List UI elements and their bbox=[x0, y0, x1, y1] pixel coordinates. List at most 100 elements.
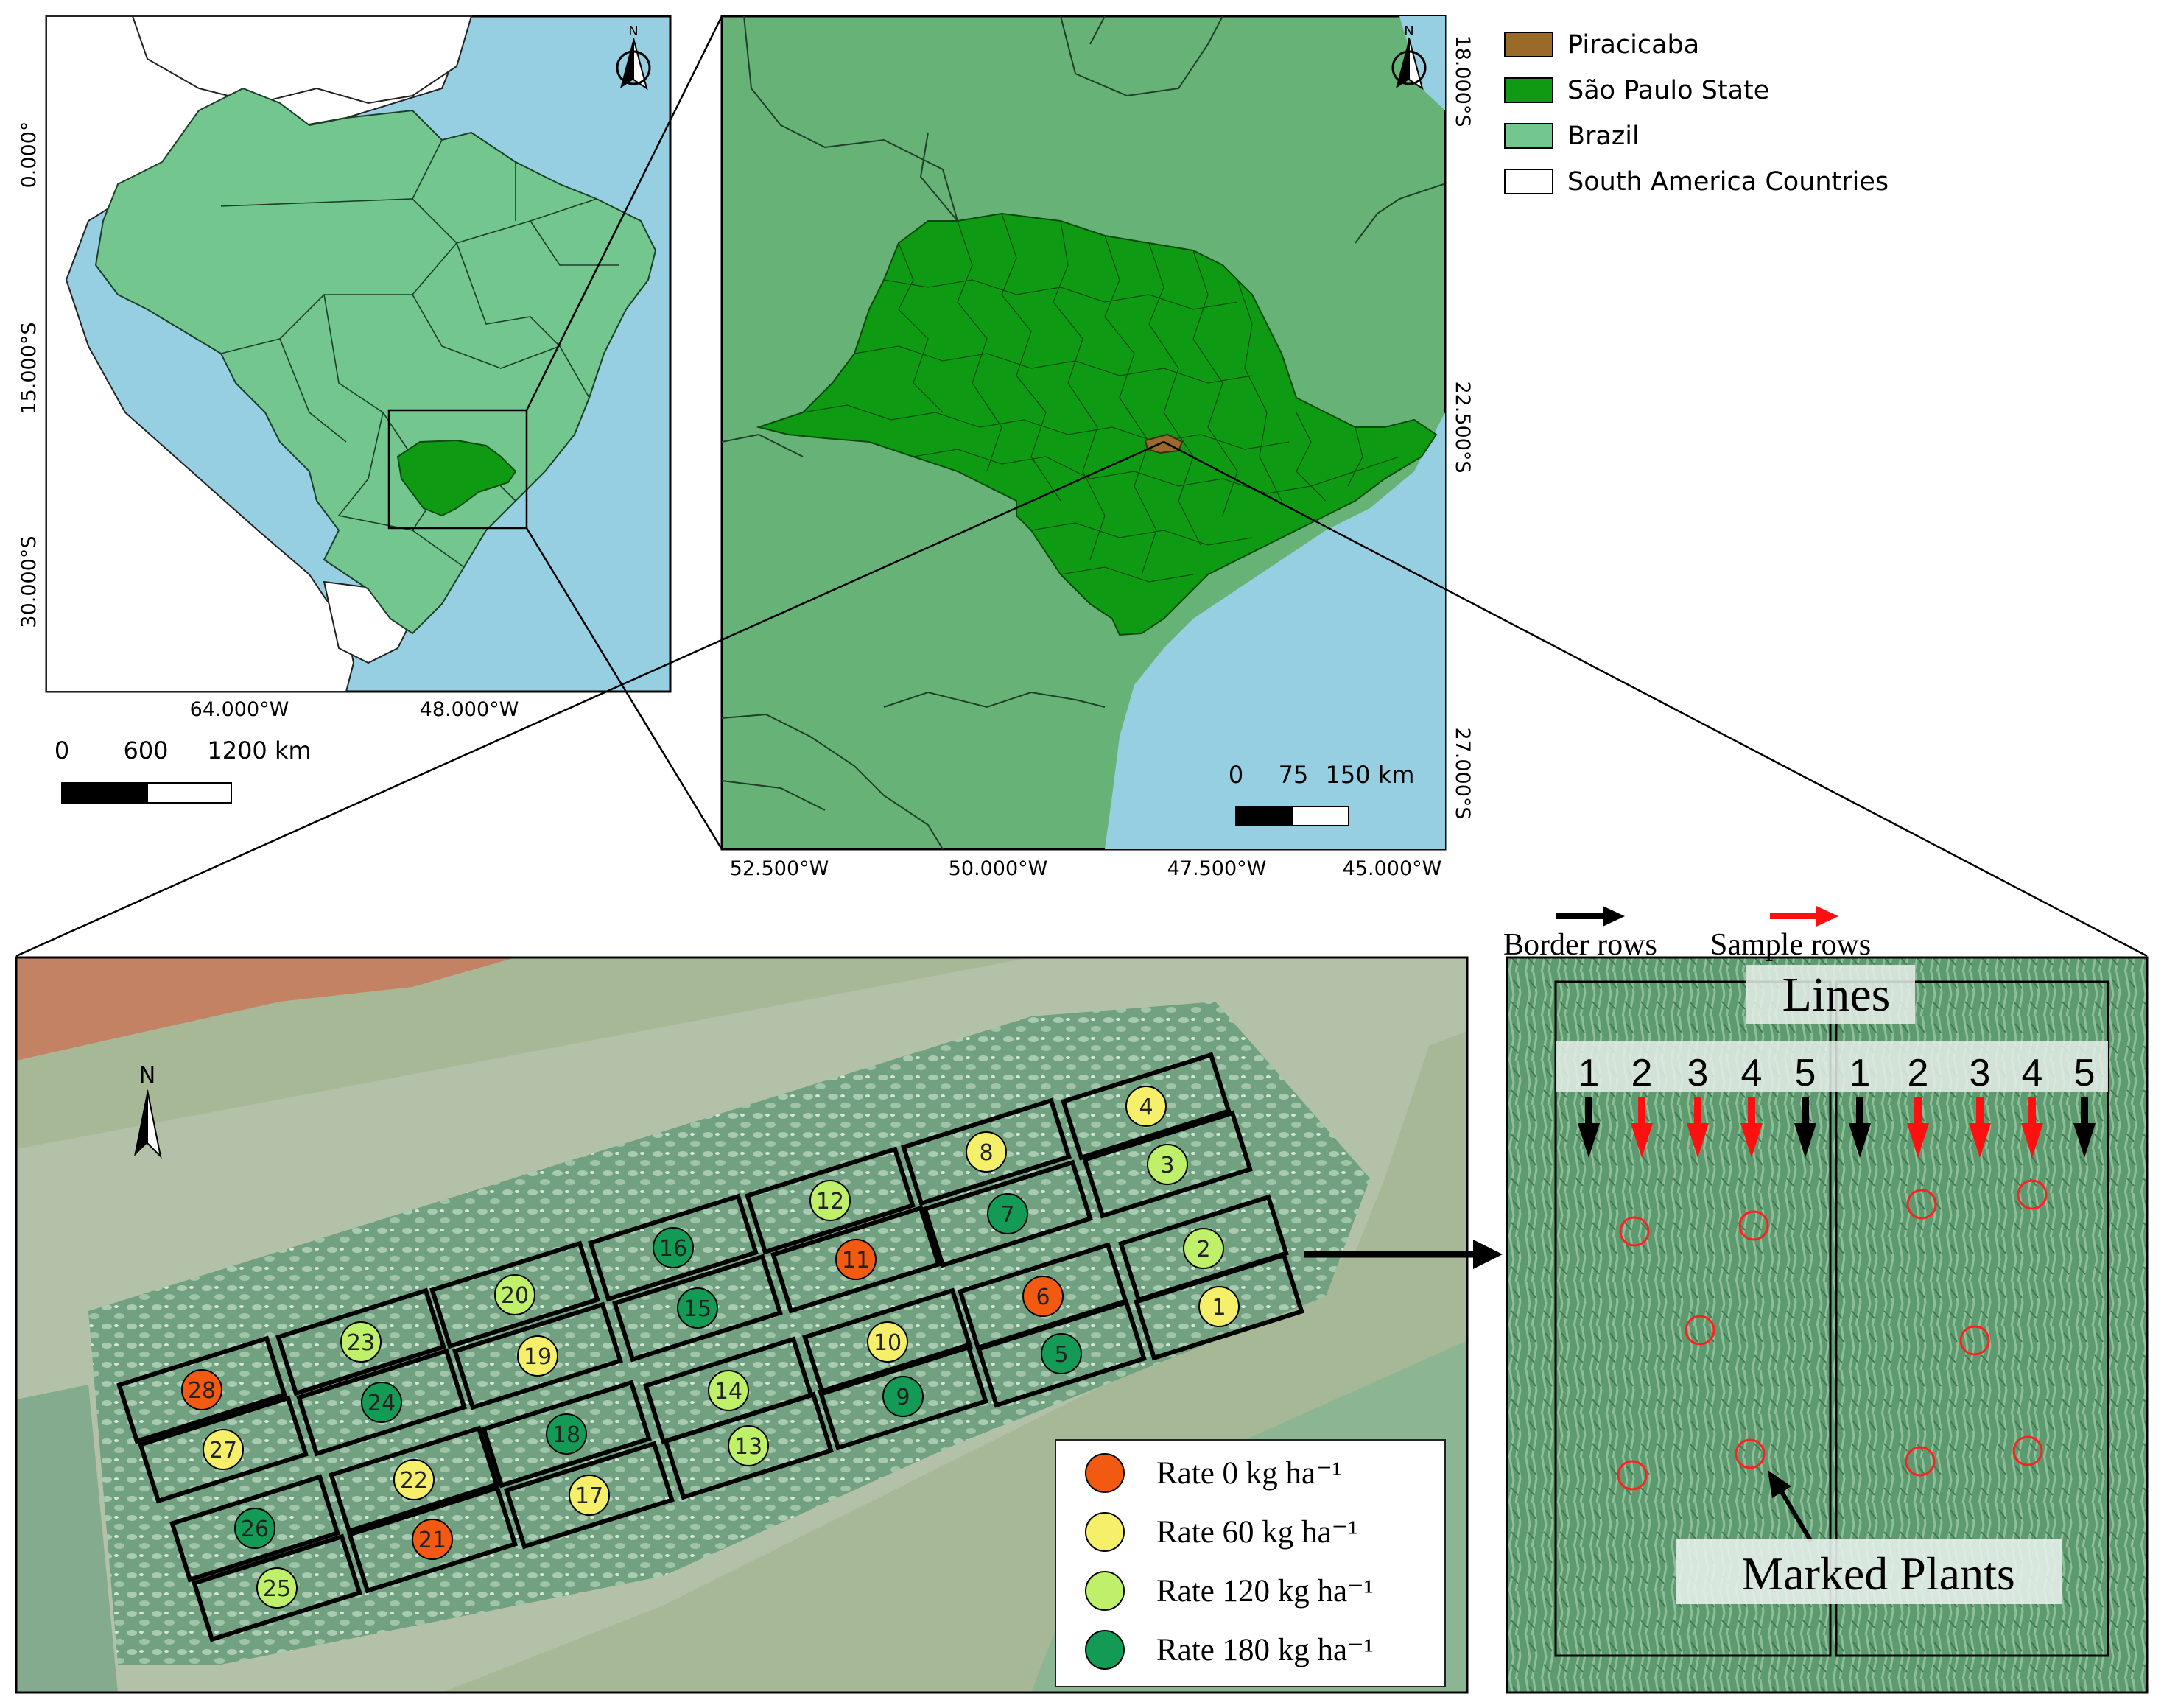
map1-lat-labels: 0.000° 15.000°S 30.000°S bbox=[18, 122, 41, 628]
marked-plant bbox=[2012, 1435, 2043, 1466]
legend-swatch-south-america bbox=[1504, 169, 1553, 194]
map1-scale-label: 600 bbox=[123, 737, 168, 765]
marked-plant bbox=[1735, 1438, 1766, 1469]
map1-scale-label: 0 bbox=[55, 737, 69, 765]
map2-ocean-top bbox=[1399, 16, 1445, 110]
plot-number: 25 bbox=[263, 1576, 291, 1602]
zoom-lines-2 bbox=[15, 440, 2148, 957]
plot-marker bbox=[728, 1425, 769, 1466]
marked-plant bbox=[1617, 1460, 1648, 1491]
map2-lon-label: 47.500°W bbox=[1167, 857, 1267, 880]
line-number: 1 bbox=[1578, 1052, 1600, 1094]
plot-number: 23 bbox=[347, 1330, 375, 1356]
plot-marker bbox=[256, 1567, 298, 1609]
field-plot-outline bbox=[275, 1287, 446, 1396]
field-aerial-photo: N 12345678910111213141516171819202122232… bbox=[15, 956, 1469, 1694]
plot-marker bbox=[1022, 1276, 1064, 1317]
map1-scale-label: 1200 km bbox=[207, 737, 311, 765]
map1-lon-label: 64.000°W bbox=[190, 698, 289, 721]
plot-marker bbox=[203, 1429, 244, 1470]
legend-swatch-brazil bbox=[1504, 123, 1553, 149]
map2-lat-labels: 18.000°S 22.500°S 27.000°S bbox=[1451, 35, 1474, 819]
map2-lat-label: 22.500°S bbox=[1451, 381, 1474, 473]
plot-number: 4 bbox=[1139, 1094, 1153, 1120]
plot-number: 1 bbox=[1212, 1295, 1226, 1321]
line-number: 1 bbox=[1849, 1052, 1871, 1094]
plot-number: 3 bbox=[1160, 1153, 1174, 1178]
map1-lat-label: 0.000° bbox=[18, 122, 41, 189]
marked-plant-circles bbox=[1617, 1179, 2048, 1491]
field-lower-left-crop bbox=[16, 1385, 118, 1693]
map2-north-label: N bbox=[1404, 24, 1413, 39]
field-plot-outline bbox=[452, 1301, 623, 1410]
plot-marker bbox=[181, 1369, 222, 1410]
map1-north-arrow: N bbox=[616, 24, 651, 91]
plot-number: 16 bbox=[659, 1236, 687, 1262]
plot-number: 21 bbox=[418, 1528, 446, 1553]
field-plot-outline bbox=[802, 1287, 973, 1396]
marked-plant bbox=[2017, 1179, 2048, 1210]
field-plot-outline bbox=[329, 1425, 499, 1534]
detail-lines-banner bbox=[1556, 1041, 2108, 1092]
line-number: 2 bbox=[1908, 1052, 1929, 1094]
zoom-lines-1 bbox=[525, 15, 723, 850]
plot-marker bbox=[1041, 1333, 1082, 1374]
map-legend: Piracicaba São Paulo State Brazil South … bbox=[1504, 30, 1889, 197]
map2-lon-label: 45.000°W bbox=[1343, 857, 1442, 880]
plot-number: 19 bbox=[524, 1344, 552, 1370]
line-number: 5 bbox=[2074, 1052, 2096, 1094]
rate-legend-label: Rate 120 kg ha⁻¹ bbox=[1156, 1574, 1374, 1609]
marked-plant bbox=[1905, 1446, 1936, 1477]
field-plot-outline bbox=[138, 1395, 309, 1504]
legend-label: São Paulo State bbox=[1567, 76, 1769, 105]
plot-number: 13 bbox=[734, 1434, 762, 1460]
plot-marker bbox=[569, 1475, 610, 1516]
line-number: 4 bbox=[2022, 1052, 2043, 1094]
field-plot-outline bbox=[169, 1474, 340, 1583]
line-arrow-head bbox=[1849, 1123, 1871, 1158]
map1-northern-countries bbox=[131, 15, 473, 105]
plot-number: 15 bbox=[684, 1296, 712, 1322]
plot-number: 8 bbox=[979, 1140, 993, 1166]
plot-number: 28 bbox=[188, 1378, 216, 1404]
legend-label: South America Countries bbox=[1567, 167, 1889, 197]
plot-marker bbox=[361, 1382, 402, 1423]
map2-lon-labels: 52.500°W 50.000°W 47.500°W 45.000°W bbox=[730, 857, 1442, 880]
detail-plot-right bbox=[1835, 980, 2109, 1657]
map1-lon-label: 48.000°W bbox=[420, 698, 519, 721]
map-sao-paulo: N 18.000°S 22.500°S 27.000°S 52.500°W 50… bbox=[720, 15, 1474, 880]
plot-marker bbox=[494, 1274, 535, 1315]
field-plot-outline bbox=[429, 1240, 600, 1349]
rate-legend-marker bbox=[1085, 1571, 1125, 1611]
plot-marker bbox=[809, 1180, 851, 1221]
map2-scale-label: 75 bbox=[1279, 761, 1309, 789]
rate-legend-label: Rate 60 kg ha⁻¹ bbox=[1156, 1515, 1357, 1550]
line-arrow-head bbox=[1687, 1123, 1709, 1158]
plot-marker bbox=[546, 1413, 587, 1455]
field-plot-outline bbox=[643, 1336, 814, 1445]
plot-number: 7 bbox=[1000, 1202, 1014, 1228]
plot-marker bbox=[835, 1239, 877, 1280]
field-plot-outline bbox=[901, 1097, 1072, 1206]
field-north-label: N bbox=[139, 1063, 155, 1089]
plot-marker bbox=[517, 1335, 558, 1377]
marked-plant bbox=[1619, 1216, 1650, 1247]
plot-marker bbox=[677, 1287, 718, 1329]
line-arrow-head bbox=[1631, 1123, 1653, 1158]
marked-plant bbox=[1738, 1210, 1769, 1241]
map2-sao-paulo-state bbox=[756, 212, 1438, 636]
map2-scale-label: 150 km bbox=[1326, 761, 1415, 789]
plot-number: 27 bbox=[209, 1438, 237, 1463]
plot-number: 14 bbox=[714, 1379, 742, 1405]
line-arrow-head bbox=[2021, 1123, 2043, 1158]
field-plot-outline bbox=[958, 1242, 1128, 1351]
plot-marker bbox=[987, 1193, 1028, 1234]
detail-lines-title: Lines bbox=[1782, 968, 1891, 1022]
map2-lat-label: 18.000°S bbox=[1451, 35, 1474, 127]
rate-legend-marker bbox=[1085, 1630, 1125, 1670]
rate-legend: Rate 0 kg ha⁻¹ Rate 60 kg ha⁻¹ Rate 120 … bbox=[1055, 1439, 1446, 1687]
marked-plants-label: Marked Plants bbox=[1741, 1547, 2015, 1600]
map2-lat-label: 27.000°S bbox=[1451, 727, 1474, 819]
map1-lat-label: 15.000°S bbox=[18, 322, 41, 414]
